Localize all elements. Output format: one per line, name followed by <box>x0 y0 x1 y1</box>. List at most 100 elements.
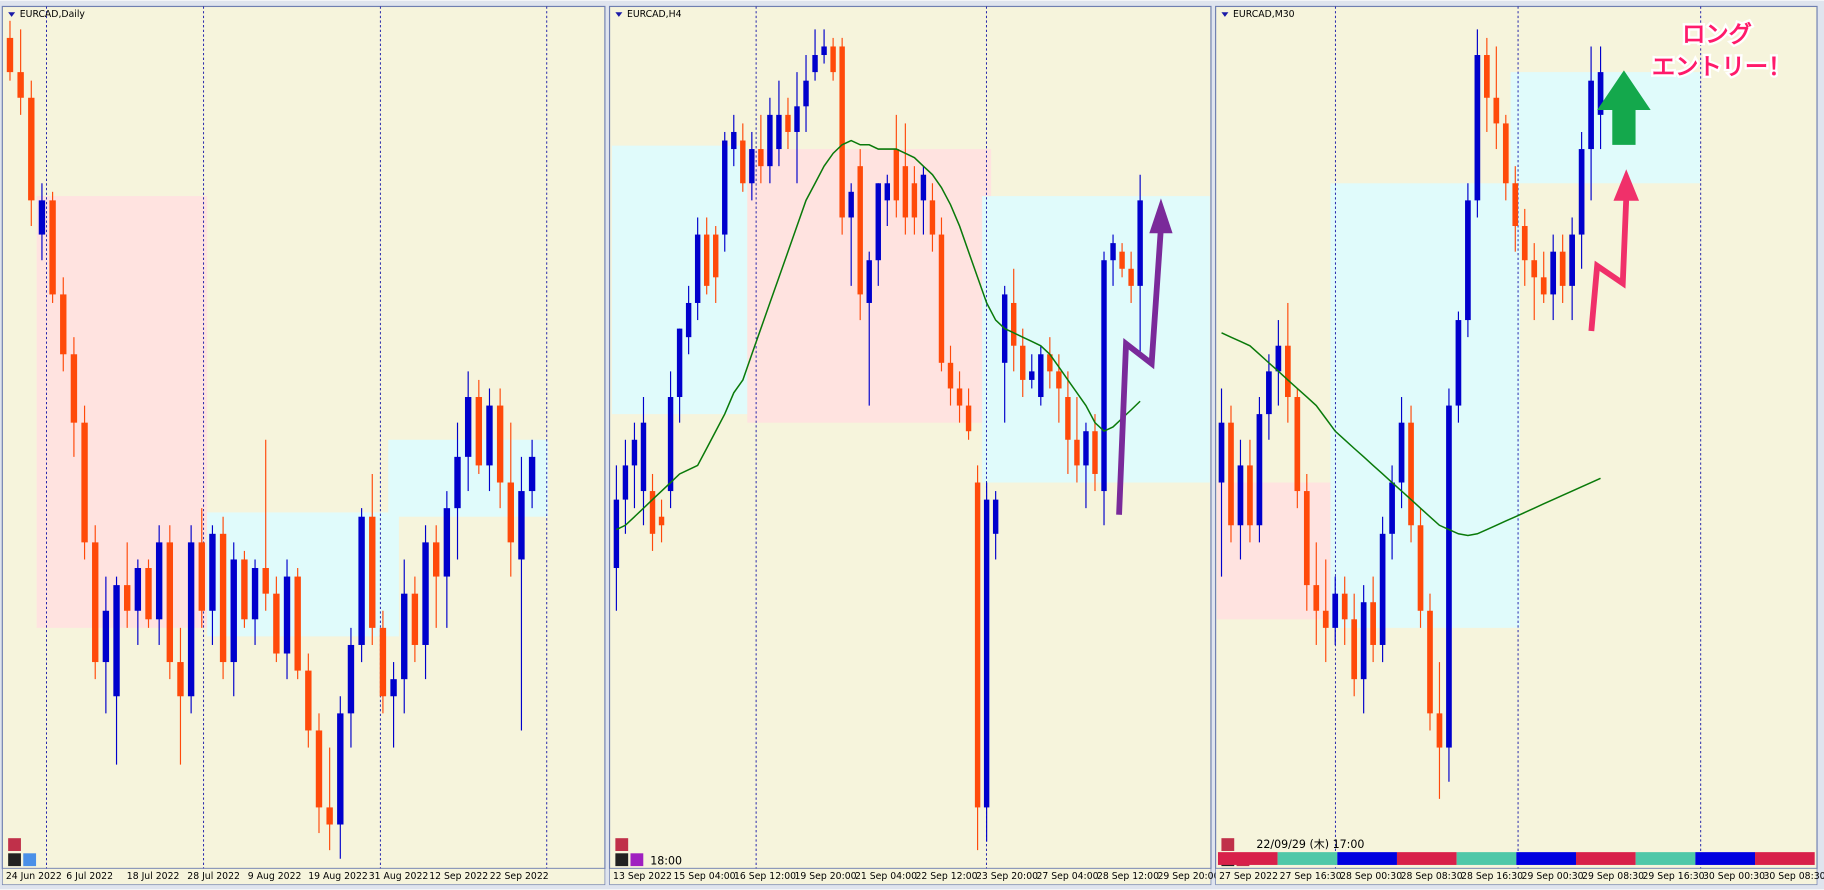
x-axis-bg <box>609 868 1212 886</box>
candle-body <box>1056 371 1062 389</box>
candle-body <box>983 499 990 808</box>
candle-body <box>658 516 665 526</box>
candle-body <box>496 405 504 483</box>
candle-body <box>337 713 344 825</box>
x-tick-label: 16 Sep 12:00 <box>734 871 796 882</box>
candle-body <box>486 405 493 466</box>
candle-body <box>866 260 872 303</box>
candle-body <box>667 397 674 492</box>
zone <box>207 512 399 637</box>
x-tick-label: 29 Sep 16:30 <box>1643 871 1705 882</box>
x-tick-label: 27 Sep 16:30 <box>1280 871 1342 882</box>
candle-body <box>443 508 451 577</box>
pink-arrow-head <box>1613 169 1640 201</box>
candle-body <box>326 807 333 825</box>
moving-average <box>1221 332 1601 537</box>
candle-body <box>1313 585 1320 611</box>
time-label: 18:00 <box>650 854 682 867</box>
close-button <box>8 838 21 851</box>
candle-body <box>70 354 78 423</box>
candle-body <box>102 610 110 663</box>
candle-body <box>622 465 629 500</box>
candle-body <box>1417 525 1424 611</box>
candle-body <box>1029 371 1035 380</box>
candle-body <box>929 200 936 235</box>
candle-body <box>401 593 408 680</box>
candle-body <box>81 422 88 543</box>
x-tick-label: 28 Sep 16:30 <box>1461 871 1523 882</box>
candle-body <box>1370 602 1376 645</box>
x-tick-label: 30 Sep 00:30 <box>1703 871 1765 882</box>
candle-body <box>1559 251 1566 286</box>
candle-body <box>821 46 827 56</box>
purple-arrow-head <box>1149 198 1173 234</box>
x-tick-label: 27 Sep 2022 <box>1219 871 1278 882</box>
candle-body <box>1322 610 1329 628</box>
candle-body <box>49 200 56 295</box>
candle-body <box>902 166 909 218</box>
candle-body <box>938 234 945 363</box>
candle-body <box>464 397 472 457</box>
x-tick-label: 29 Sep 20:00 <box>1157 871 1219 882</box>
candle-body <box>1521 226 1528 261</box>
cursor-label: 22/09/29 (木) 17:00 <box>1256 838 1364 851</box>
candle-body <box>1285 345 1291 398</box>
candle-body <box>262 568 269 594</box>
candle-body <box>731 131 737 150</box>
candle-body <box>694 234 701 303</box>
candle-body <box>1275 345 1282 372</box>
x-tick-label: 18 Jul 2022 <box>127 871 180 882</box>
candle-body <box>379 627 387 697</box>
candle-body <box>1360 602 1367 680</box>
candle-body <box>722 140 728 235</box>
title-icon <box>8 12 16 17</box>
candle-body <box>749 149 755 184</box>
candle-body <box>1588 80 1594 150</box>
candle-body <box>848 191 854 218</box>
candle-body <box>155 542 163 620</box>
candle-body <box>219 533 227 663</box>
candle-body <box>1137 200 1143 286</box>
candle-body <box>1119 251 1125 269</box>
candle-body <box>974 482 981 808</box>
candle-body <box>305 670 312 731</box>
candle-body <box>1047 354 1053 372</box>
candle-body <box>1038 354 1044 398</box>
candle-body <box>198 542 205 611</box>
candle-body <box>857 166 863 295</box>
candle-body <box>920 174 927 201</box>
candle-body <box>294 576 301 671</box>
candle-body <box>1512 183 1519 227</box>
x-axis-bg <box>1215 868 1818 886</box>
candle-body <box>1465 200 1471 321</box>
session-bar <box>1516 852 1576 865</box>
candle-body <box>1294 397 1301 492</box>
x-tick-label: 23 Sep 20:00 <box>976 871 1038 882</box>
candle-body <box>830 46 836 73</box>
candle-body <box>776 114 782 150</box>
candle-body <box>1379 533 1386 645</box>
x-tick-label: 19 Sep 20:00 <box>795 871 857 882</box>
session-bar <box>1456 852 1517 865</box>
candle-body <box>1597 72 1604 115</box>
candle-body <box>1218 422 1225 483</box>
candle-body <box>38 200 46 235</box>
zone <box>1510 72 1701 184</box>
candle-body <box>631 439 638 466</box>
candle-body <box>241 559 248 620</box>
candle-body <box>803 80 809 107</box>
candle-body <box>1578 149 1585 235</box>
candle-body <box>1408 422 1414 526</box>
candle-body <box>315 730 323 808</box>
candle-body <box>92 542 99 663</box>
candle-body <box>1474 55 1481 201</box>
candle-body <box>1427 610 1433 714</box>
candle-body <box>965 405 972 432</box>
candle-body <box>1389 482 1395 534</box>
pink-arrow <box>1588 198 1630 332</box>
x-tick-label: 13 Sep 2022 <box>613 871 672 882</box>
candle-body <box>209 533 216 611</box>
candle-body <box>347 644 355 714</box>
